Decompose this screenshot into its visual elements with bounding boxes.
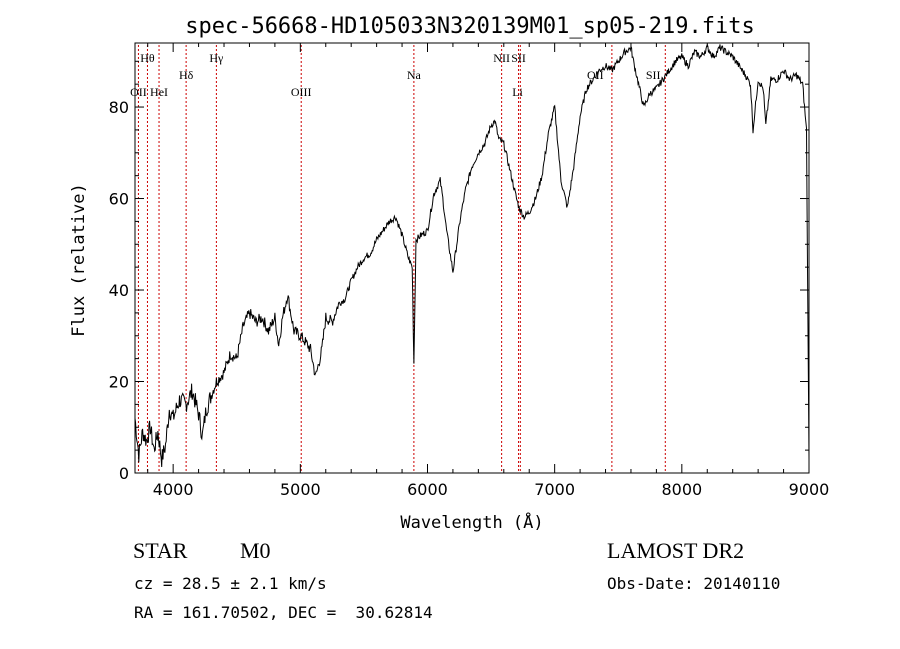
marker-label: Li — [512, 85, 523, 99]
x-axis-label: Wavelength (Å) — [400, 511, 543, 533]
object-subclass: M0 — [240, 538, 271, 563]
y-tick-label: 60 — [109, 190, 129, 209]
marker-label: OII — [130, 85, 147, 99]
object-class: STAR — [133, 538, 188, 563]
redshift-text: cz = 28.5 ± 2.1 km/s — [134, 574, 327, 593]
marker-label: OII — [587, 68, 604, 82]
plot-frame — [134, 42, 810, 474]
spectrum-line — [134, 43, 810, 468]
x-tick-label: 4000 — [153, 480, 194, 499]
x-tick-label: 6000 — [407, 480, 448, 499]
y-axis-label: Flux (relative) — [69, 183, 89, 337]
marker-label: Hθ — [140, 51, 155, 65]
y-tick-label: 40 — [109, 281, 129, 300]
y-tick-label: 0 — [119, 464, 129, 483]
y-tick-label: 80 — [109, 98, 129, 117]
coordinates: RA = 161.70502, DEC = 30.62814 — [134, 603, 433, 622]
x-tick-label: 9000 — [789, 480, 830, 499]
marker-label: SII — [511, 51, 526, 65]
marker-label: Hγ — [209, 51, 224, 65]
x-tick-label: 7000 — [534, 480, 575, 499]
marker-label: Hδ — [179, 68, 194, 82]
y-tick-label: 20 — [109, 373, 129, 392]
marker-label: HeI — [150, 85, 168, 99]
marker-label: SII — [646, 68, 661, 82]
marker-label: OIII — [291, 85, 312, 99]
x-tick-label: 8000 — [661, 480, 702, 499]
marker-label: Na — [407, 68, 422, 82]
obs-date: Obs-Date: 20140110 — [607, 574, 781, 593]
x-tick-label: 5000 — [280, 480, 321, 499]
chart-title: spec-56668-HD105033N320139M01_sp05-219.f… — [185, 14, 755, 39]
axes: 4000 5000 6000 7000 8000 9000 0 20 40 60 80 — [109, 42, 830, 499]
survey-name: LAMOST DR2 — [607, 538, 745, 563]
marker-label: NII — [493, 51, 510, 65]
